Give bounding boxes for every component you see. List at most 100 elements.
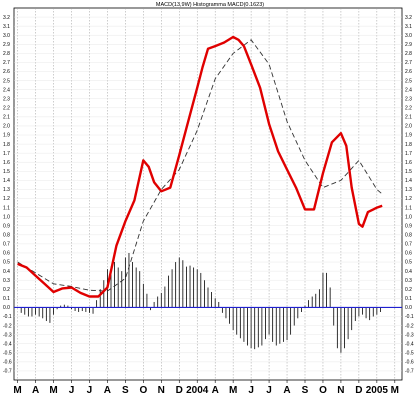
y-tick-label-left: 0.1 [3, 296, 10, 302]
x-tick-label: M [13, 385, 21, 396]
x-tick-label: J [248, 385, 254, 396]
y-tick-label-left: 2.7 [3, 60, 10, 66]
x-tick-label: J [87, 385, 93, 396]
x-tick-label: A [32, 385, 39, 396]
y-tick-label-left: 2.9 [3, 42, 10, 48]
x-tick-label: 2004 [186, 385, 209, 396]
y-tick-label-left: 1.5 [3, 169, 10, 175]
y-tick-label-left: -0.6 [3, 360, 12, 366]
y-tick-label-left: 2.5 [3, 78, 10, 84]
x-tick-label: D [355, 385, 362, 396]
y-tick-label-left: 0.3 [3, 278, 10, 284]
y-tick-label-right: 0.3 [405, 278, 412, 284]
chart-title: MACD(13,9W) Histogramma MACD(0.1623) [156, 2, 264, 8]
x-axis-ticks: M A M J J A S O N D 2004 A M J J A S O N D 2005 M [13, 380, 399, 396]
histogram-bars [20, 252, 381, 353]
y-tick-label-right: 1.7 [405, 151, 412, 157]
y-tick-label-left: 1.4 [3, 178, 10, 184]
y-tick-label-left: 0.9 [3, 223, 10, 229]
y-tick-label-left: 1.3 [3, 187, 10, 193]
y-tick-label-left: 0.4 [3, 269, 10, 275]
y-axis-left-ticks: 3.2 3.1 3.0 2.9 2.8 2.7 2.6 2.5 2.4 2.3 2.2 2.1 2.0 1… [3, 15, 12, 375]
y-tick-label-left: 3.1 [3, 24, 10, 30]
y-tick-label-right: 1.3 [405, 187, 412, 193]
y-tick-label-left: 0.0 [3, 305, 10, 311]
y-tick-label-right: 0.1 [405, 296, 412, 302]
x-tick-label: A [283, 385, 290, 396]
y-tick-label-right: -0.3 [405, 332, 414, 338]
x-tick-label: O [139, 385, 147, 396]
x-tick-label: D [176, 385, 183, 396]
plot-area [13, 7, 403, 381]
y-tick-label-left: 1.0 [3, 214, 10, 220]
y-tick-label-left: -0.3 [3, 332, 12, 338]
y-tick-label-right: 2.4 [405, 87, 412, 93]
x-tick-label: N [158, 385, 165, 396]
x-tick-label: N [337, 385, 344, 396]
y-tick-label-right: 1.4 [405, 178, 412, 184]
y-tick-label-right: -0.2 [405, 323, 414, 329]
signal-line [17, 39, 383, 292]
x-tick-label: J [69, 385, 75, 396]
y-tick-label-left: 2.4 [3, 87, 10, 93]
y-tick-label-left: -0.5 [3, 350, 12, 356]
y-tick-label-left: 2.6 [3, 69, 10, 75]
y-tick-label-left: -0.7 [3, 369, 12, 375]
y-tick-label-right: 0.6 [405, 251, 412, 257]
y-tick-label-right: 0.5 [405, 260, 412, 266]
y-tick-label-left: 3.0 [3, 33, 10, 39]
x-tick-label: S [122, 385, 129, 396]
y-tick-label-left: 1.7 [3, 151, 10, 157]
y-tick-label-right: 0.0 [405, 305, 412, 311]
y-tick-label-left: 2.2 [3, 106, 10, 112]
y-tick-label-left: 2.8 [3, 51, 10, 57]
y-tick-label-left: 0.5 [3, 260, 10, 266]
y-tick-label-right: 1.2 [405, 196, 412, 202]
y-tick-label-right: 3.2 [405, 15, 412, 21]
y-tick-label-left: 1.6 [3, 160, 10, 166]
y-tick-label-right: 3.0 [405, 33, 412, 39]
x-tick-label: A [212, 385, 219, 396]
y-tick-label-left: 0.6 [3, 251, 10, 257]
y-tick-label-right: 2.6 [405, 69, 412, 75]
y-tick-label-right: -0.6 [405, 360, 414, 366]
y-tick-label-right: 2.7 [405, 60, 412, 66]
y-tick-label-right: -0.5 [405, 350, 414, 356]
y-tick-label-right: 2.0 [405, 124, 412, 130]
y-tick-label-right: 0.4 [405, 269, 412, 275]
y-tick-label-left: -0.2 [3, 323, 12, 329]
y-tick-label-right: -0.7 [405, 369, 414, 375]
y-tick-label-left: 2.3 [3, 96, 10, 102]
y-tick-label-right: -0.4 [405, 341, 414, 347]
macd-line [17, 35, 383, 298]
y-tick-label-left: 1.1 [3, 205, 10, 211]
y-tick-label-right: 1.1 [405, 205, 412, 211]
y-tick-label-left: 2.1 [3, 115, 10, 121]
y-tick-label-left: 0.2 [3, 287, 10, 293]
y-tick-label-right: 1.0 [405, 214, 412, 220]
x-tick-label: A [104, 385, 111, 396]
y-tick-label-left: -0.1 [3, 314, 12, 320]
y-tick-label-right: -0.1 [405, 314, 414, 320]
y-tick-label-left: 0.7 [3, 242, 10, 248]
y-tick-label-right: 3.1 [405, 24, 412, 30]
x-tick-label: S [302, 385, 309, 396]
y-tick-label-right: 2.8 [405, 51, 412, 57]
y-tick-label-left: -0.4 [3, 341, 12, 347]
y-tick-label-right: 0.2 [405, 287, 412, 293]
x-tick-label: J [266, 385, 272, 396]
y-tick-label-left: 1.2 [3, 196, 10, 202]
y-tick-label-left: 1.9 [3, 133, 10, 139]
y-tick-label-right: 0.9 [405, 223, 412, 229]
x-tick-label: M [49, 385, 57, 396]
y-axis-right-ticks: 3.2 3.1 3.0 2.9 2.8 2.7 2.6 2.5 2.4 2.3 2.2 2.1 2.0 1… [405, 15, 414, 375]
x-tick-label: M [229, 385, 237, 396]
y-tick-label-right: 2.5 [405, 78, 412, 84]
y-tick-label-right: 2.2 [405, 106, 412, 112]
y-tick-label-right: 2.3 [405, 96, 412, 102]
y-tick-label-left: 2.0 [3, 124, 10, 130]
y-tick-label-right: 0.7 [405, 242, 412, 248]
y-tick-label-left: 3.2 [3, 15, 10, 21]
y-tick-label-right: 1.5 [405, 169, 412, 175]
